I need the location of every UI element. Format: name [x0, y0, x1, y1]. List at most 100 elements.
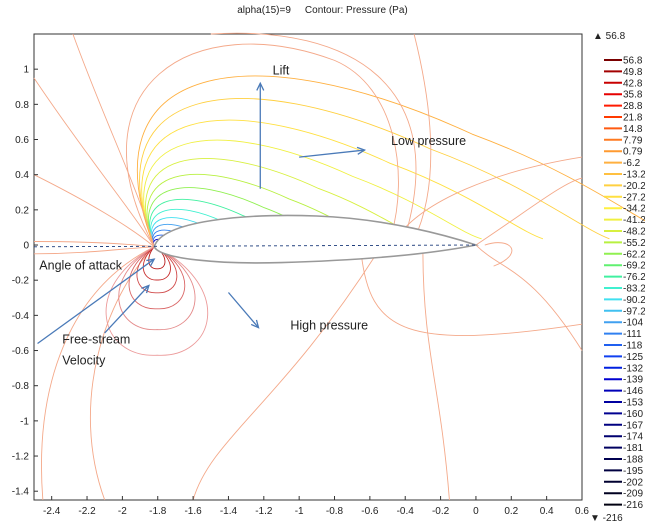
colorbar-level-label: -202 [623, 477, 643, 488]
colorbar-level-label: -216 [623, 500, 643, 511]
annotation-label: Angle of attack [39, 259, 122, 273]
annotations: Lift Low pressure Angle of attack High pres… [39, 63, 466, 367]
contour-line [413, 33, 432, 240]
contour-line [396, 156, 583, 239]
colorbar-level-label: -188 [623, 455, 643, 466]
arrow-head [146, 258, 156, 267]
colorbar-level-label: -76.2 [623, 272, 645, 283]
y-axis: 1 0.8 0.6 0.4 0.2 0 -0.2 -0.4 -0.6 -0.8 -1 -1.2 -1.4 [12, 65, 38, 498]
colorbar-level-label: -132 [623, 363, 643, 374]
colorbar-level-label: -181 [623, 443, 643, 454]
contour-line [33, 241, 155, 248]
x-tick-label: -1.2 [255, 506, 273, 517]
contour-line [148, 246, 166, 270]
contour-lines [33, 32, 645, 501]
x-tick-label: -1.8 [149, 506, 167, 517]
annotation-arrows [37, 81, 367, 345]
colorbar-level-label: -41.2 [623, 215, 645, 226]
contour-line [33, 246, 155, 255]
x-tick-label: 0.4 [540, 506, 554, 517]
contour-line [118, 246, 196, 331]
plot-frame [33, 33, 583, 501]
annotation-arrow [37, 258, 155, 345]
colorbar-level-label: -104 [623, 318, 643, 329]
x-tick-label: -1.4 [220, 506, 238, 517]
parameter-label: alpha(15)=9 [237, 5, 291, 16]
airfoil-shape [33, 214, 480, 264]
contour-line [139, 98, 610, 247]
y-tick-label: 0.6 [15, 135, 29, 146]
colorbar-level-label: 7.79 [623, 135, 643, 146]
annotation-arrow [104, 285, 150, 334]
y-tick-label: 0.8 [15, 100, 29, 111]
colorbar-level-label: -146 [623, 386, 643, 397]
x-tick-label: -1.6 [184, 506, 202, 517]
contour-line [360, 252, 583, 336]
annotation-label: Free-stream [62, 332, 130, 346]
colorbar-level-label: -125 [623, 352, 643, 363]
y-tick-label: 0.4 [15, 170, 29, 181]
x-tick-label: -0.6 [361, 506, 379, 517]
colorbar-level-label: -118 [623, 341, 643, 352]
annotation-label: Velocity [62, 354, 106, 368]
colorbar-level-label: 14.8 [623, 124, 643, 135]
x-tick-label: 0.2 [504, 506, 518, 517]
colorbar-level-label: -174 [623, 432, 643, 443]
y-tick-label: -0.4 [12, 311, 30, 322]
annotation-label: Low pressure [391, 134, 466, 148]
contour-line [142, 246, 171, 281]
contour-line [136, 75, 645, 247]
arrow-head [356, 146, 367, 155]
contour-line [484, 242, 513, 267]
annotation-arrow [299, 149, 365, 158]
colorbar-level-label: -62.2 [623, 249, 645, 260]
airfoil-outline [153, 214, 480, 264]
colorbar-level-label: 0.79 [623, 147, 643, 158]
y-tick-label: -0.2 [12, 276, 30, 287]
contour-line [33, 77, 155, 248]
colorbar-level-label: -34.2 [623, 204, 645, 215]
y-tick-label: -0.8 [12, 381, 30, 392]
colorbar-level-label: 21.8 [623, 113, 643, 124]
colorbar-level-label: -83.2 [623, 284, 645, 295]
colorbar-level-label: 49.8 [623, 67, 643, 78]
plot-title: Contour: Pressure (Pa) [304, 5, 408, 16]
colorbar-level-label: -55.2 [623, 238, 645, 249]
y-tick-label: 0.2 [15, 205, 29, 216]
colorbar-min-label: ▼ -216 [590, 513, 623, 524]
colorbar-level-label: -90.2 [623, 295, 645, 306]
colorbar-level-label: 42.8 [623, 78, 643, 89]
x-tick-label: 0 [473, 506, 479, 517]
annotation-arrow [227, 292, 259, 329]
colorbar-level-label: -20.2 [623, 181, 645, 192]
x-tick-label: -0.4 [397, 506, 415, 517]
chord-line [33, 244, 476, 248]
contour-line [136, 246, 178, 294]
colorbar-legend: ▲ 56.8 ▼ -216 56.849.842.835.828.821.814.8… [590, 31, 645, 524]
x-tick-label: -0.2 [432, 506, 450, 517]
y-tick-label: 1 [23, 65, 29, 76]
contour-line [125, 43, 399, 247]
x-tick-label: -2.2 [78, 506, 96, 517]
y-tick-label: -1 [20, 416, 29, 427]
arrow-head [141, 284, 150, 294]
colorbar-level-label: -160 [623, 409, 643, 420]
x-tick-label: 0.6 [575, 506, 589, 517]
chart-title: alpha(15)=9 Contour: Pressure (Pa) [0, 5, 645, 16]
colorbar-level-label: -153 [623, 398, 643, 409]
contour-line [475, 244, 583, 351]
y-tick-label: 0 [23, 241, 29, 252]
x-tick-label: -1 [295, 506, 304, 517]
contour-line [128, 246, 186, 310]
arrow-head [256, 81, 265, 91]
colorbar-level-label: -69.2 [623, 261, 645, 272]
colorbar-level-label: 56.8 [623, 56, 643, 67]
colorbar-level-label: -111 [623, 329, 642, 340]
x-tick-label: -2.4 [43, 506, 61, 517]
x-axis: -2.4 -2.2 -2 -1.8 -1.6 -1.4 -1.2 -1 -0.8 -0.6 -0.4… [43, 496, 589, 517]
colorbar-level-label: 28.8 [623, 101, 643, 112]
contour-line [210, 32, 417, 237]
contour-line [41, 246, 155, 501]
contour-line [33, 174, 155, 248]
